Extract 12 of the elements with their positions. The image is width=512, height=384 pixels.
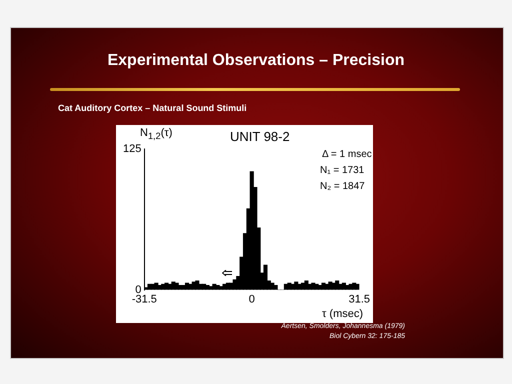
y-tick-label: 125 (122, 143, 142, 156)
annotation: Δ = 1 msec (322, 149, 372, 160)
annotation: N₁ = 1731 (320, 165, 364, 176)
text: UNIT 98-2 (230, 129, 290, 144)
x-tick-label: 31.5 (348, 293, 370, 306)
chart-subtitle: Cat Auditory Cortex – Natural Sound Stimuli (58, 103, 247, 113)
x-tick-label: 0 (248, 293, 255, 306)
x-tick-label: -31.5 (132, 293, 157, 306)
x-axis-title: τ (msec) (322, 308, 364, 320)
y-axis-title: N$_{1,2}$(τ) (140, 127, 172, 142)
chart-title: Experimental Observations – Precision (106, 52, 406, 70)
annotation: N₂ = 1847 (320, 181, 365, 192)
